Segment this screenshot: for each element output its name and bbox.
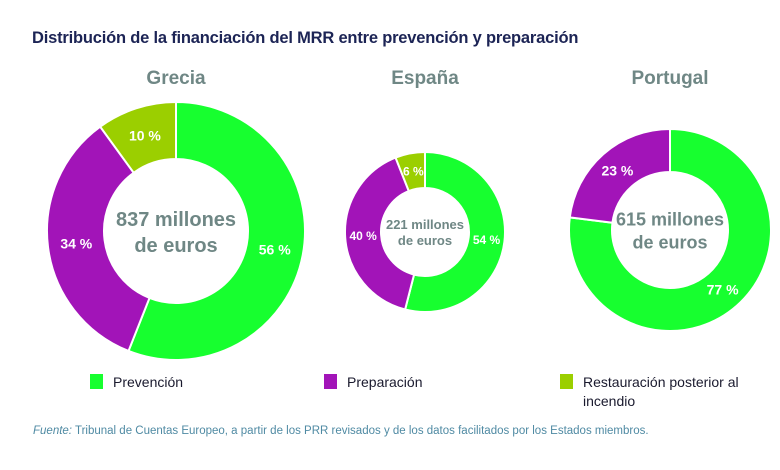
- chart-title: Distribución de la financiación del MRR …: [32, 29, 579, 47]
- legend-item-restauracion: Restauración posterior al incendio: [560, 373, 748, 411]
- donut-grecia: 56 % 34 % 10 % 837 millones de euros: [46, 100, 306, 361]
- slice-grecia-preparacion: [46, 125, 151, 353]
- slice-espana-preparacion: [344, 156, 416, 311]
- center-label-grecia-line-2: de euros: [134, 235, 217, 257]
- slice-portugal-prevencion: [568, 127, 772, 332]
- data-label-portugal-preparacion: 23 %: [601, 162, 633, 178]
- data-label-espana-prevencion: 54 %: [473, 233, 501, 247]
- data-label-grecia-preparacion: 34 %: [60, 235, 92, 251]
- source-label: Fuente:: [33, 425, 72, 437]
- slice-grecia-restauracion-posterior-al-incendio: [98, 100, 177, 175]
- data-label-grecia-prevencion: 56 %: [259, 242, 291, 258]
- center-label-portugal-line-2: de euros: [632, 232, 707, 252]
- slice-portugal-preparacion: [568, 127, 671, 224]
- center-label-grecia-line-1: 837 millones: [116, 209, 236, 231]
- legend-swatch-prevencion: [90, 374, 103, 389]
- slice-espana-prevencion: [403, 150, 506, 313]
- legend-item-preparacion: Preparación: [324, 373, 423, 392]
- data-label-portugal-prevencion: 77 %: [707, 282, 739, 298]
- legend-swatch-preparacion: [324, 374, 337, 389]
- country-title-portugal: Portugal: [631, 68, 709, 89]
- donut-portugal: 77 % 23 % 615 millones de euros: [568, 127, 772, 332]
- data-label-grecia-restauracion-posterior-al-incendio: 10 %: [129, 127, 161, 143]
- center-label-portugal-line-1: 615 millones: [616, 209, 724, 229]
- slice-espana-restauracion-posterior-al-incendio: [394, 150, 426, 193]
- legend-item-prevencion: Prevención: [90, 373, 183, 392]
- country-title-grecia: Grecia: [146, 68, 206, 89]
- data-label-espana-restauracion-posterior-al-incendio: 6 %: [403, 164, 424, 178]
- legend-swatch-restauracion: [560, 374, 573, 389]
- source-text: Tribunal de Cuentas Europeo, a partir de…: [72, 425, 649, 437]
- legend-label-restauracion: Restauración posterior al incendio: [583, 374, 739, 409]
- data-label-espana-preparacion: 40 %: [349, 229, 377, 243]
- country-title-espana: España: [391, 68, 459, 89]
- center-label-espana-line-1: 221 millones: [386, 217, 464, 232]
- legend-label-preparacion: Preparación: [347, 374, 423, 390]
- center-label-espana-line-2: de euros: [398, 233, 452, 248]
- slice-grecia-prevencion: [127, 100, 306, 361]
- legend-label-prevencion: Prevención: [113, 374, 184, 390]
- source-note: Fuente: Tribunal de Cuentas Europeo, a p…: [33, 425, 649, 437]
